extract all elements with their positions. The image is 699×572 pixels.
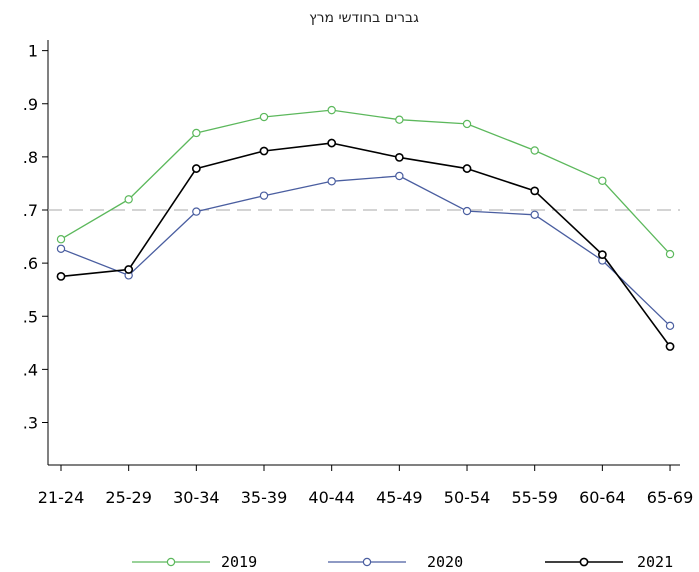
x-tick-label: 65-69 (647, 488, 694, 507)
data-point (530, 146, 539, 155)
series-line-2020 (60, 175, 671, 327)
data-point (327, 177, 336, 186)
data-point (124, 195, 133, 204)
x-tick-label: 45-49 (376, 488, 423, 507)
data-point (665, 249, 675, 259)
y-tick-label: .3 (23, 414, 38, 433)
legend-item-2020: 2020 (328, 553, 463, 571)
legend-marker (579, 557, 589, 567)
legend-item-2019: 2019 (132, 553, 257, 571)
data-point (259, 146, 269, 156)
legend-marker (362, 557, 372, 567)
data-point (462, 119, 472, 129)
chart-title: גברים בחודשי מרץ (309, 10, 419, 26)
series-line-2021 (60, 142, 671, 347)
data-point (259, 112, 269, 122)
data-point (124, 265, 134, 274)
data-point (191, 164, 201, 173)
data-point (462, 206, 472, 216)
data-point (192, 207, 201, 216)
data-point (665, 321, 675, 331)
series-2019 (56, 105, 675, 259)
data-point (56, 272, 66, 281)
y-tick-label: .9 (23, 95, 38, 114)
y-tick-label: .6 (23, 254, 38, 273)
x-tick-label: 30-34 (173, 488, 220, 507)
data-point (259, 191, 269, 200)
y-tick-label: .4 (23, 360, 38, 379)
data-point (327, 138, 337, 148)
x-tick-label: 60-64 (579, 488, 626, 507)
y-tick-label: .7 (23, 201, 38, 220)
data-point (394, 153, 404, 162)
x-tick-label: 50-54 (444, 488, 491, 507)
legend-marker (166, 557, 176, 567)
data-point (395, 115, 404, 124)
legend-item-2021: 2021 (545, 553, 673, 571)
legend-label: 2019 (221, 553, 257, 571)
data-point (665, 342, 675, 351)
y-tick-label: .5 (23, 307, 38, 326)
x-tick-label: 40-44 (308, 488, 355, 507)
data-point (462, 164, 472, 173)
data-point (395, 171, 404, 181)
series-2021 (56, 138, 675, 351)
data-point (56, 235, 66, 244)
x-tick-label: 35-39 (241, 488, 288, 507)
series-2020 (56, 171, 675, 331)
data-point (327, 105, 336, 115)
data-point (597, 250, 607, 260)
data-point (56, 244, 66, 253)
x-tick-label: 21-24 (38, 488, 85, 507)
series-line-2019 (60, 109, 671, 255)
legend-label: 2021 (637, 553, 673, 571)
data-point (598, 176, 607, 185)
y-tick-label: .8 (23, 148, 38, 167)
x-tick-label: 25-29 (105, 488, 152, 507)
legend-label: 2020 (427, 553, 463, 571)
data-point (530, 210, 539, 219)
x-tick-label: 55-59 (511, 488, 558, 507)
data-point (192, 128, 201, 138)
data-point (530, 186, 540, 196)
y-tick-label: 1 (28, 42, 38, 61)
